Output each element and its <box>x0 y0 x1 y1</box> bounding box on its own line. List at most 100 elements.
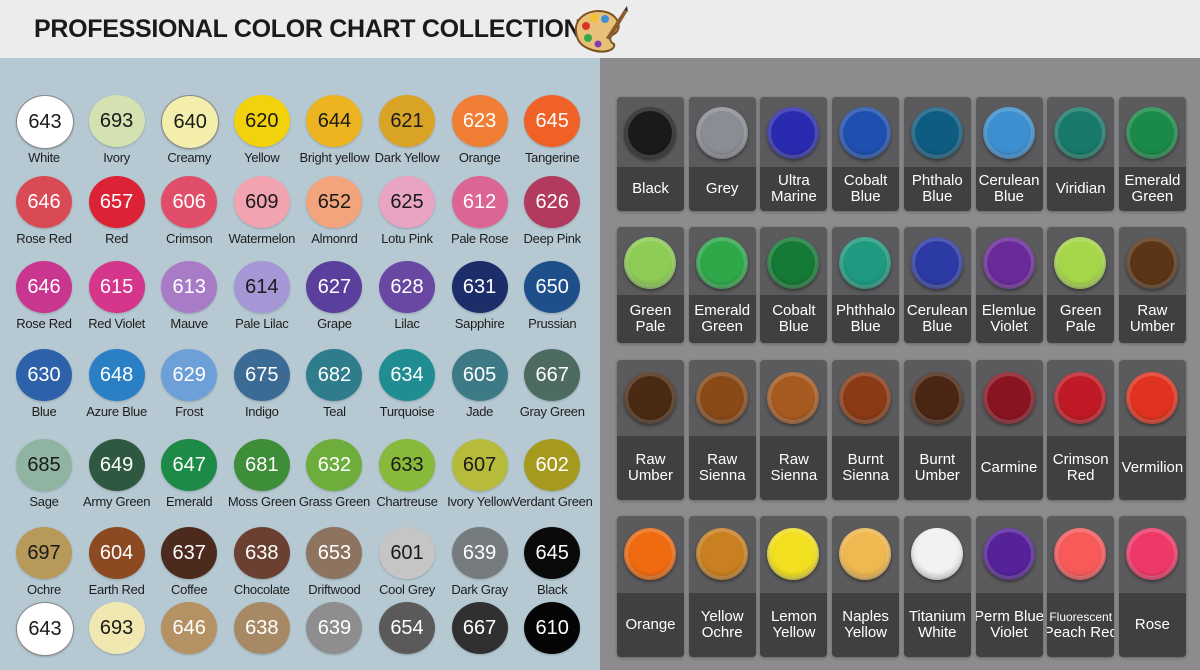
swatch-name: Army Green <box>83 494 151 509</box>
color-swatch: 649 <box>88 439 145 491</box>
color-swatch: 607 <box>451 439 508 491</box>
paint-pan <box>839 107 892 159</box>
swatch-name: Azure Blue <box>86 404 147 419</box>
paint-name: Green <box>701 318 744 335</box>
color-swatch: 643 <box>16 602 74 656</box>
paint-name: Blue <box>850 318 881 335</box>
color-swatch: 693 <box>88 95 145 147</box>
color-swatch: 645 <box>524 95 581 147</box>
color-swatch: 609 <box>233 176 290 228</box>
color-swatch: 625 <box>379 176 435 228</box>
color-swatch: 647 <box>161 439 218 491</box>
paint-pan <box>695 372 748 424</box>
swatch-name: Prussian <box>528 316 577 331</box>
palette-icon <box>574 6 628 53</box>
color-swatch: 654 <box>379 602 435 654</box>
paint-tile: Perm Blue Violet <box>975 516 1043 657</box>
color-swatch: 646 <box>16 261 72 313</box>
paint-name: Sienna <box>842 467 889 484</box>
swatch-name: Rose Red <box>16 316 72 331</box>
paint-pan <box>1054 372 1107 424</box>
paint-label: Fluorescent Peach Red <box>1047 593 1115 657</box>
paint-tile: Naples Yellow <box>832 516 900 657</box>
swatch-name: Frost <box>175 404 204 419</box>
color-swatch: 631 <box>451 261 508 313</box>
swatch-name: Red <box>105 231 129 246</box>
paint-pan <box>1054 528 1107 580</box>
swatch-name: Dark Yellow <box>374 150 440 165</box>
paint-name: Cerulean <box>906 302 968 319</box>
color-swatch: 653 <box>306 527 363 579</box>
color-swatch: 697 <box>16 527 72 579</box>
swatch-name: Emerald <box>166 494 213 509</box>
color-swatch: 640 <box>161 95 220 149</box>
paint-name: Marine <box>770 188 817 205</box>
swatch-name: Turquoise <box>379 404 435 419</box>
swatch-name: Rose Red <box>16 231 72 246</box>
paint-name: Sienna <box>770 467 818 484</box>
paint-tile: Ultra Marine <box>760 97 828 211</box>
swatch-name: Crimson <box>166 231 213 246</box>
paint-label: Cobalt Blue <box>832 167 900 211</box>
paint-pan <box>910 528 963 580</box>
paint-name: Titanium <box>908 608 966 625</box>
swatch-name: Creamy <box>167 150 212 165</box>
paint-label: Grey <box>688 167 756 211</box>
paint-name: Violet <box>990 318 1028 335</box>
paint-tile: Black <box>617 97 684 211</box>
paint-pan <box>695 107 748 159</box>
paint-label: Viridian <box>1047 167 1115 211</box>
color-swatch: 604 <box>88 527 145 579</box>
swatch-name: Grape <box>317 316 352 331</box>
paint-name: Raw <box>707 451 738 468</box>
paint-tile: Emerald Green <box>688 227 756 343</box>
paint-tile: Viridian <box>1047 97 1115 211</box>
color-swatch: 645 <box>524 527 581 579</box>
paint-label: Raw Umber <box>1118 295 1186 343</box>
paint-pan <box>624 237 676 289</box>
paint-name: Phthhalo <box>835 302 896 319</box>
color-swatch: 623 <box>451 95 508 147</box>
swatch-name: Earth Red <box>88 582 145 597</box>
paint-pan <box>767 372 820 424</box>
paint-name: Grey <box>705 180 739 197</box>
paint-name: Viridian <box>1055 180 1106 197</box>
paint-name: Blue <box>922 318 953 335</box>
paint-name: Emerald <box>1124 172 1181 189</box>
paint-pan <box>695 237 748 289</box>
paint-pan <box>1054 237 1107 289</box>
swatch-name: Moss Green <box>227 494 296 509</box>
swatch-name: Lotu Pink <box>381 231 433 246</box>
swatch-panel: 643 White 693 Ivory 640 Creamy 620 Yellow 644 Bri… <box>0 58 600 670</box>
color-swatch: 629 <box>161 349 218 401</box>
page-title: PROFESSIONAL COLOR CHART COLLECTION <box>34 15 582 43</box>
paint-label: Orange <box>617 593 684 657</box>
color-swatch: 605 <box>451 349 508 401</box>
paint-pan <box>982 372 1035 424</box>
paint-label: Raw Umber <box>617 436 684 500</box>
paint-name: White <box>918 624 957 641</box>
color-swatch: 639 <box>451 527 508 579</box>
swatch-name: Deep Pink <box>523 231 582 246</box>
color-swatch: 630 <box>16 349 72 401</box>
swatch-name: White <box>28 150 60 165</box>
paint-tile: Raw Sienna <box>760 360 828 500</box>
color-swatch: 648 <box>88 349 145 401</box>
swatch-name: Grass Green <box>298 494 370 509</box>
paint-pan <box>982 528 1035 580</box>
swatch-name: Driftwood <box>308 582 361 597</box>
color-swatch: 667 <box>524 349 581 401</box>
paint-name: Cerulean <box>978 172 1040 189</box>
paint-tile: Cerulean Blue <box>903 227 971 343</box>
paint-label: Phthhalo Blue <box>832 295 900 343</box>
paint-name: Pale <box>1065 318 1096 335</box>
paint-pan <box>1125 528 1178 580</box>
swatch-name: Indigo <box>244 404 279 419</box>
paint-name: Umber <box>1129 318 1175 335</box>
swatch-name: Cool Grey <box>379 582 435 597</box>
paint-name: Naples <box>842 608 889 625</box>
paint-pan <box>695 528 748 580</box>
paint-tile: Grey <box>688 97 756 211</box>
paint-name: Raw <box>778 451 809 468</box>
paint-pan <box>839 372 892 424</box>
